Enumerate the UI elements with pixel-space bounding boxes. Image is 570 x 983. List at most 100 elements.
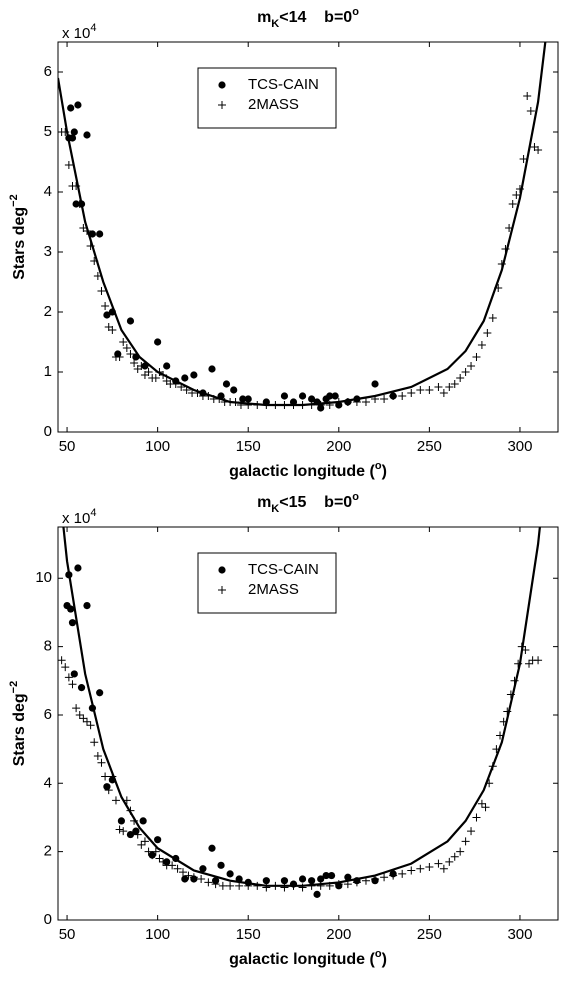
plus-marker: [508, 200, 517, 208]
plus-marker: [111, 796, 120, 805]
dot-marker: [326, 392, 334, 400]
x-axis-label-part: ): [382, 463, 387, 480]
dot-marker: [344, 873, 352, 881]
plus-marker: [177, 383, 186, 391]
plus-marker: [108, 326, 117, 334]
plus-marker: [244, 881, 253, 890]
y-tick-label: 0: [44, 423, 52, 440]
plus-marker: [497, 260, 506, 268]
plus-marker: [159, 857, 168, 866]
plus-marker: [445, 383, 454, 391]
plus-marker: [416, 386, 425, 394]
plus-marker: [534, 656, 543, 665]
plus-marker: [82, 717, 91, 726]
plus-marker: [488, 762, 497, 771]
dot-marker: [190, 371, 198, 379]
dot-marker: [96, 689, 104, 697]
plus-marker: [148, 851, 157, 860]
plus-marker: [407, 389, 416, 397]
dot-marker: [172, 854, 180, 863]
plus-marker: [151, 847, 160, 856]
legend: TCS-CAIN 2MASS: [197, 552, 337, 614]
plus-marker: [425, 863, 434, 872]
dot-marker: [88, 230, 97, 238]
x-tick-label: 150: [236, 438, 261, 455]
legend-box: [197, 67, 337, 129]
plus-marker: [235, 881, 244, 890]
dot-marker: [67, 104, 75, 112]
plus-marker: [253, 401, 262, 409]
y-axis-label: Stars deg−2: [8, 194, 28, 279]
dot-marker: [163, 362, 171, 370]
dot-marker: [230, 386, 238, 394]
axis-multiplier: x 104: [62, 507, 96, 527]
dot-marker: [317, 875, 325, 883]
plus-marker: [499, 717, 508, 726]
plus-marker: [523, 92, 532, 100]
plus-marker: [101, 302, 110, 310]
dot-marker: [126, 830, 135, 839]
x-tick-label: 50: [59, 438, 76, 455]
dot-marker: [70, 128, 78, 136]
plus-marker: [90, 257, 99, 265]
plus-marker: [226, 881, 235, 890]
y-tick-label: 2: [44, 843, 52, 860]
plus-marker: [534, 146, 543, 154]
plus-marker: [380, 395, 389, 403]
plus-marker: [361, 876, 370, 885]
y-tick-label: 3: [44, 243, 52, 260]
plot-area: [58, 42, 547, 412]
plus-marker: [280, 883, 289, 892]
plus-marker: [307, 881, 316, 890]
plus-marker: [512, 191, 521, 199]
plus-marker: [289, 401, 298, 409]
dot-marker: [83, 131, 91, 139]
plus-marker: [519, 155, 528, 163]
plus-marker: [115, 353, 124, 361]
legend: TCS-CAIN 2MASS: [197, 67, 337, 129]
plus-marker: [204, 878, 213, 887]
plus-marker: [244, 401, 253, 409]
dot-marker: [308, 877, 316, 885]
plus-marker: [79, 714, 88, 723]
x-axis-label-part: galactic longitude (: [229, 951, 375, 968]
plus-marker: [477, 799, 486, 808]
plus-marker: [119, 827, 128, 836]
plus-marker: [271, 881, 280, 890]
dot-marker: [226, 870, 234, 878]
y-tick-label: 2: [44, 303, 52, 320]
y-axis-label-part: −2: [8, 194, 20, 207]
plus-marker: [450, 852, 459, 861]
plus-marker: [140, 837, 149, 846]
plus-marker: [231, 398, 240, 406]
plus-marker: [361, 398, 370, 406]
plus-marker: [64, 673, 73, 682]
plus-marker: [184, 871, 193, 880]
plus-marker: [75, 710, 84, 719]
dot-marker: [199, 865, 207, 873]
y-tick-label: 4: [44, 183, 52, 200]
plus-marker: [503, 707, 512, 716]
dot-marker: [103, 311, 111, 319]
plus-marker: [218, 586, 226, 594]
legend-label: TCS-CAIN: [248, 76, 319, 93]
y-axis-label-part: −2: [8, 681, 20, 694]
chart-title-part: o: [352, 491, 359, 503]
plus-marker: [97, 758, 106, 767]
plus-marker: [126, 806, 135, 815]
x-tick-label: 50: [59, 926, 76, 943]
plus-marker: [521, 646, 530, 655]
x-axis-label: galactic longitude (o): [229, 460, 387, 480]
x-tick-label: 250: [417, 926, 442, 943]
plus-marker: [334, 880, 343, 889]
axis-multiplier: x 104: [62, 22, 96, 42]
plus-marker: [155, 854, 164, 863]
plot-area: [58, 527, 543, 898]
plus-marker: [289, 881, 298, 890]
plus-marker: [171, 380, 180, 388]
plus-marker: [450, 380, 459, 388]
dot-marker: [88, 704, 97, 712]
plus-marker: [488, 314, 497, 322]
dot-marker: [244, 395, 252, 403]
dot-marker: [132, 353, 140, 361]
